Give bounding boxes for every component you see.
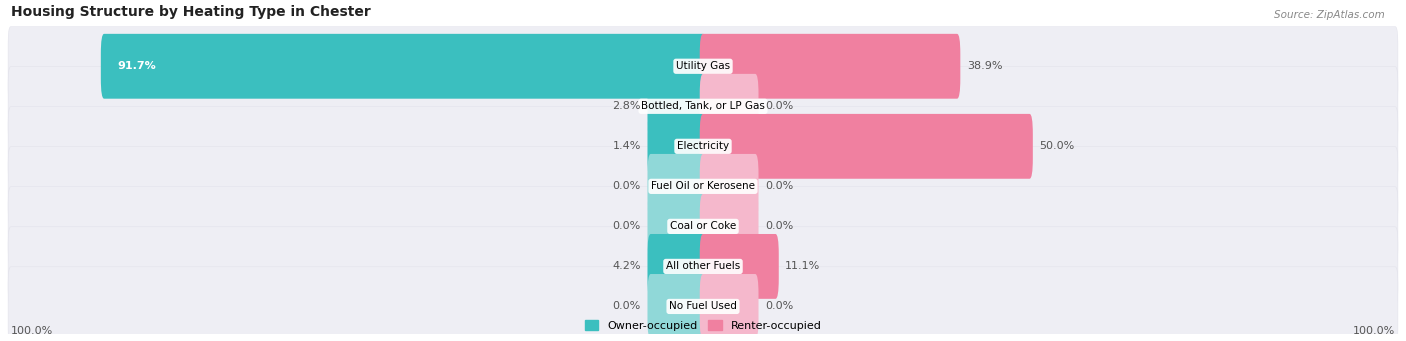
Text: Source: ZipAtlas.com: Source: ZipAtlas.com <box>1274 10 1385 20</box>
Text: 0.0%: 0.0% <box>765 181 793 191</box>
FancyBboxPatch shape <box>700 114 1033 179</box>
Text: 0.0%: 0.0% <box>613 181 641 191</box>
Text: 0.0%: 0.0% <box>765 101 793 111</box>
Text: Housing Structure by Heating Type in Chester: Housing Structure by Heating Type in Che… <box>11 5 370 19</box>
FancyBboxPatch shape <box>648 154 706 219</box>
Text: Coal or Coke: Coal or Coke <box>669 221 737 232</box>
Text: Fuel Oil or Kerosene: Fuel Oil or Kerosene <box>651 181 755 191</box>
FancyBboxPatch shape <box>700 74 758 139</box>
FancyBboxPatch shape <box>700 234 779 299</box>
FancyBboxPatch shape <box>8 67 1398 146</box>
FancyBboxPatch shape <box>700 274 758 339</box>
Text: Electricity: Electricity <box>676 141 730 151</box>
Text: 0.0%: 0.0% <box>613 301 641 311</box>
Text: All other Fuels: All other Fuels <box>666 262 740 271</box>
Text: 0.0%: 0.0% <box>765 301 793 311</box>
FancyBboxPatch shape <box>648 234 706 299</box>
Text: No Fuel Used: No Fuel Used <box>669 301 737 311</box>
Text: 2.8%: 2.8% <box>613 101 641 111</box>
FancyBboxPatch shape <box>700 154 758 219</box>
Legend: Owner-occupied, Renter-occupied: Owner-occupied, Renter-occupied <box>581 316 825 335</box>
FancyBboxPatch shape <box>700 194 758 259</box>
FancyBboxPatch shape <box>648 114 706 179</box>
Text: 50.0%: 50.0% <box>1039 141 1074 151</box>
Text: 100.0%: 100.0% <box>11 326 53 336</box>
FancyBboxPatch shape <box>648 274 706 339</box>
Text: 1.4%: 1.4% <box>613 141 641 151</box>
Text: Bottled, Tank, or LP Gas: Bottled, Tank, or LP Gas <box>641 101 765 111</box>
FancyBboxPatch shape <box>648 194 706 259</box>
Text: 38.9%: 38.9% <box>967 61 1002 71</box>
FancyBboxPatch shape <box>8 187 1398 266</box>
Text: Utility Gas: Utility Gas <box>676 61 730 71</box>
Text: 100.0%: 100.0% <box>1353 326 1395 336</box>
FancyBboxPatch shape <box>8 27 1398 106</box>
Text: 0.0%: 0.0% <box>765 221 793 232</box>
Text: 11.1%: 11.1% <box>786 262 821 271</box>
Text: 91.7%: 91.7% <box>117 61 156 71</box>
FancyBboxPatch shape <box>8 147 1398 226</box>
FancyBboxPatch shape <box>8 107 1398 186</box>
FancyBboxPatch shape <box>648 74 706 139</box>
FancyBboxPatch shape <box>700 34 960 99</box>
Text: 4.2%: 4.2% <box>613 262 641 271</box>
FancyBboxPatch shape <box>8 227 1398 306</box>
FancyBboxPatch shape <box>101 34 706 99</box>
FancyBboxPatch shape <box>8 267 1398 341</box>
Text: 0.0%: 0.0% <box>613 221 641 232</box>
